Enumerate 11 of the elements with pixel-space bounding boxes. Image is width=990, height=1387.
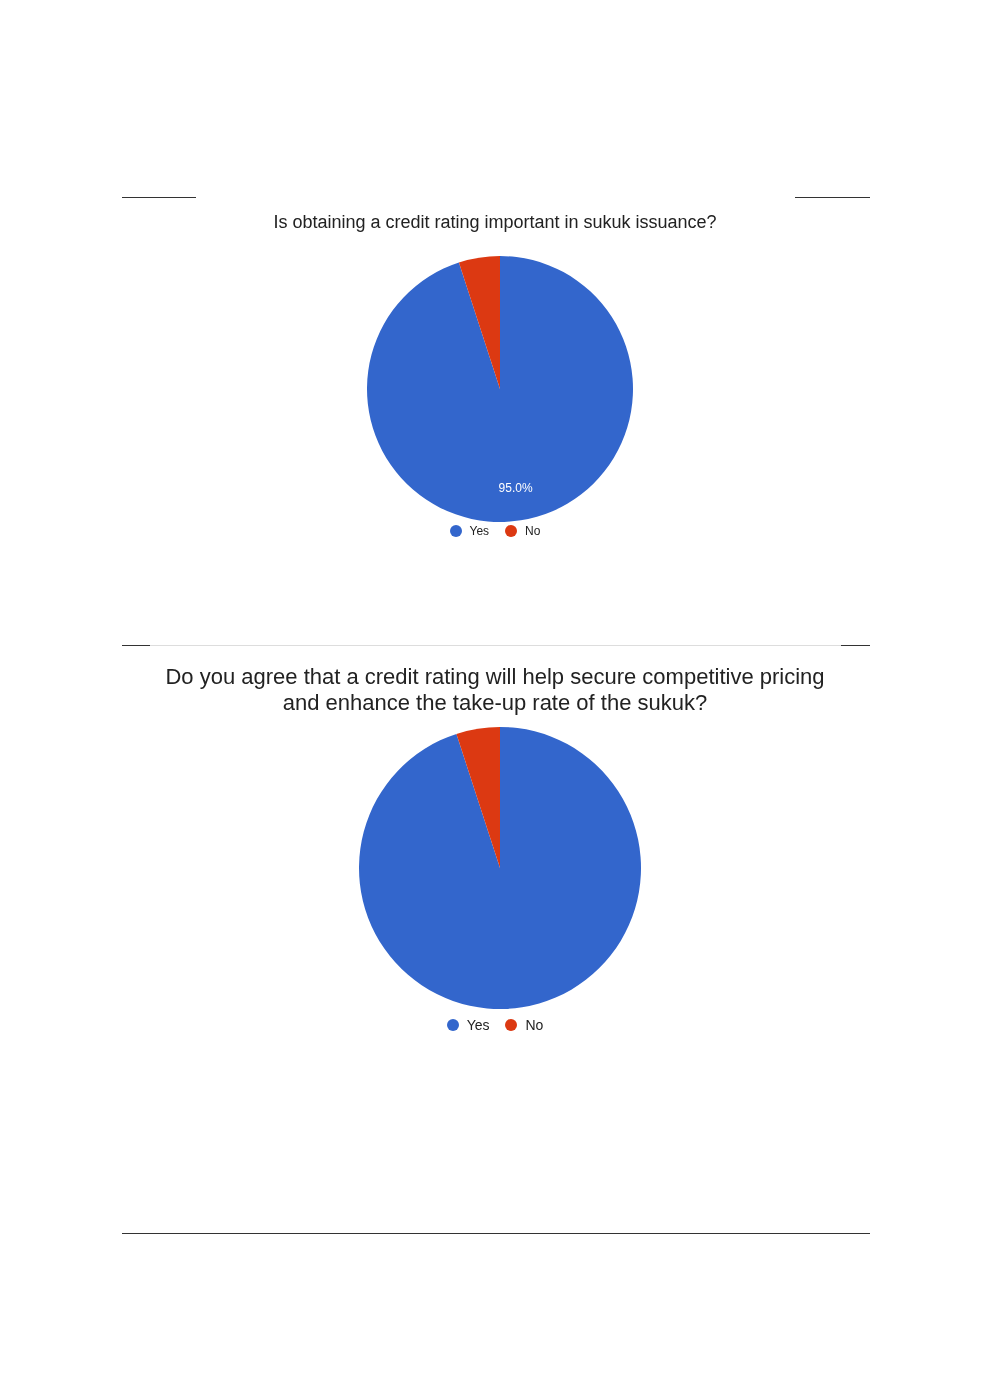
pie-slice: [359, 726, 641, 1009]
chart-title: Do you agree that a credit rating will help secure competitive pricing and enhance the take-up rate of the sukuk?: [165, 664, 825, 717]
legend-label: Yes: [466, 1016, 490, 1033]
legend-label: No: [525, 1016, 544, 1033]
pie-slice: [456, 726, 500, 868]
legend-label: No: [525, 523, 541, 538]
legend-label: Yes: [469, 523, 490, 538]
pie-slice: [458, 255, 500, 389]
pie-slice: [367, 255, 633, 522]
chart-title: Is obtaining a credit rating important in sukuk issuance?: [272, 212, 718, 234]
data-label: 95.0%: [498, 480, 533, 495]
